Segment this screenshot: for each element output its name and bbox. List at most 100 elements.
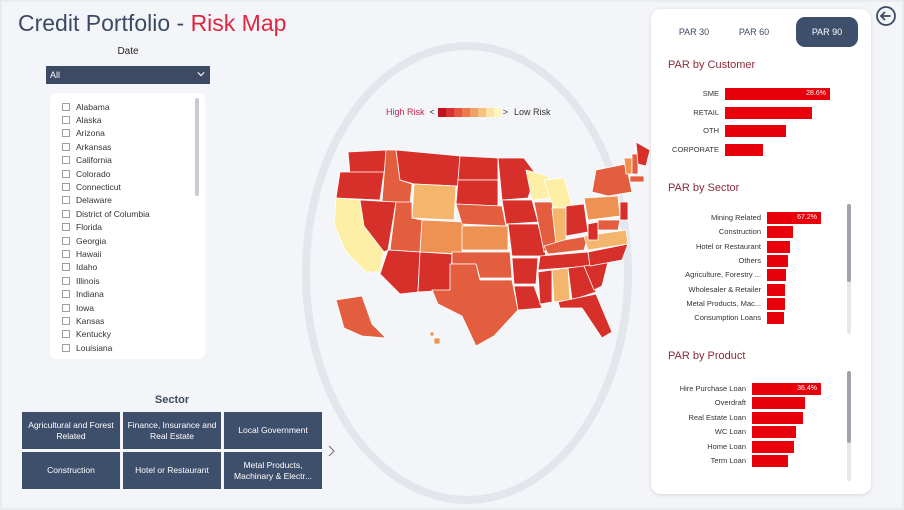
bar-row[interactable]: CORPORATE <box>672 143 830 156</box>
bar-row[interactable]: Others <box>738 254 821 267</box>
state-shape-wa[interactable] <box>347 149 389 175</box>
tab-par60[interactable]: PAR 60 <box>738 27 770 37</box>
state-option[interactable]: Illinois <box>50 274 205 287</box>
checkbox[interactable] <box>62 316 70 325</box>
bar-row[interactable]: Hire Purchase Loan 36.4% <box>680 383 821 395</box>
state-shape-ar[interactable] <box>511 257 539 285</box>
checkbox[interactable] <box>62 116 70 125</box>
bar-row[interactable]: Hotel or Restaurant <box>696 240 821 253</box>
checkbox[interactable] <box>62 236 70 245</box>
checkbox[interactable] <box>62 343 70 352</box>
checkbox[interactable] <box>62 223 70 232</box>
sector-tile[interactable]: Finance, Insurance and Real Estate <box>123 412 221 449</box>
state-option[interactable]: Alabama <box>50 100 205 113</box>
state-slicer[interactable]: Alabama Alaska Arizona Arkansas California Co… <box>50 93 205 359</box>
state-option[interactable]: Indiana <box>50 287 205 300</box>
bar-row[interactable]: Home Loan <box>707 440 821 453</box>
state-shape-nj[interactable] <box>619 201 629 221</box>
state-shape-ny[interactable] <box>591 163 633 197</box>
sector-tile[interactable]: Hotel or Restaurant <box>123 452 221 489</box>
state-shape-nv[interactable] <box>359 199 397 253</box>
bar-row[interactable]: RETAIL <box>693 106 830 119</box>
state-shape-ga[interactable] <box>567 265 597 301</box>
checkbox[interactable] <box>62 142 70 151</box>
checkbox[interactable] <box>62 249 70 258</box>
state-option[interactable]: Alaska <box>50 113 205 126</box>
state-option[interactable]: Idaho <box>50 261 205 274</box>
date-dropdown[interactable]: All <box>46 66 210 84</box>
state-option[interactable]: District of Columbia <box>50 207 205 220</box>
bar-row[interactable]: WC Loan <box>715 426 821 439</box>
state-option[interactable]: Kentucky <box>50 328 205 341</box>
state-shape-oh[interactable] <box>565 203 589 237</box>
checkbox[interactable] <box>62 156 70 165</box>
bar-row[interactable]: Metal Products, Mac... <box>686 297 821 310</box>
state-option[interactable]: Georgia <box>50 234 205 247</box>
sector-tile[interactable]: Metal Products, Machinary & Electr... <box>224 452 322 489</box>
chevron-right-icon[interactable] <box>326 444 336 458</box>
state-shape-ms[interactable] <box>537 269 553 305</box>
state-option[interactable]: Hawaii <box>50 247 205 260</box>
tab-par90[interactable]: PAR 90 <box>796 17 858 47</box>
state-shape-al[interactable] <box>551 267 571 303</box>
checkbox[interactable] <box>62 102 70 111</box>
state-shape-me[interactable] <box>635 141 651 167</box>
state-shape-sd[interactable] <box>455 179 499 207</box>
checkbox[interactable] <box>62 196 70 205</box>
state-shape-nc[interactable] <box>587 243 629 267</box>
sector-tile[interactable]: Construction <box>22 452 120 489</box>
bar-row[interactable]: OTH <box>703 125 830 137</box>
bar-row[interactable]: Term Loan <box>711 455 821 467</box>
state-list-scrollbar[interactable] <box>195 98 199 196</box>
state-shape-or[interactable] <box>335 171 385 201</box>
state-option[interactable]: California <box>50 154 205 167</box>
state-option[interactable]: Florida <box>50 221 205 234</box>
bar-row[interactable]: Mining Related 67.2% <box>711 212 821 224</box>
state-shape-nm[interactable] <box>417 251 453 293</box>
bar-row[interactable]: Consumption Loans <box>694 312 821 325</box>
state-shape-nh[interactable] <box>631 153 639 175</box>
checkbox[interactable] <box>62 290 70 299</box>
bar-row[interactable]: Overdraft <box>715 397 821 410</box>
par-product-scrollbar[interactable] <box>847 371 851 481</box>
checkbox[interactable] <box>62 209 70 218</box>
state-shape-mt[interactable] <box>395 149 461 187</box>
par-sector-scrollbar[interactable] <box>847 204 851 334</box>
state-shape-la[interactable] <box>513 285 543 311</box>
state-shape-pa[interactable] <box>583 195 621 221</box>
state-option[interactable]: Louisiana <box>50 341 205 354</box>
state-shape-ma[interactable] <box>629 175 645 183</box>
checkbox[interactable] <box>62 330 70 339</box>
state-shape-fl[interactable] <box>557 293 613 339</box>
checkbox[interactable] <box>62 169 70 178</box>
state-option[interactable]: Kansas <box>50 314 205 327</box>
state-option[interactable]: Iowa <box>50 301 205 314</box>
state-shape-wv[interactable] <box>587 221 599 241</box>
state-shape-hi[interactable] <box>429 331 441 345</box>
bar-row[interactable]: Agriculture, Forestry ... <box>685 269 821 282</box>
state-option[interactable]: Arizona <box>50 127 205 140</box>
checkbox[interactable] <box>62 276 70 285</box>
tab-par30[interactable]: PAR 30 <box>678 27 710 37</box>
state-shape-tx[interactable] <box>431 263 519 347</box>
bar-row[interactable]: SME 28.6% <box>703 88 830 100</box>
state-option[interactable]: Arkansas <box>50 140 205 153</box>
state-shape-nd[interactable] <box>457 155 499 181</box>
us-risk-map[interactable] <box>326 140 652 348</box>
back-arrow-icon[interactable] <box>875 5 897 27</box>
checkbox[interactable] <box>62 263 70 272</box>
state-option[interactable]: Colorado <box>50 167 205 180</box>
state-option[interactable]: Connecticut <box>50 180 205 193</box>
state-shape-ia[interactable] <box>501 199 539 225</box>
sector-tile[interactable]: Agricultural and Forest Related <box>22 412 120 449</box>
state-shape-ak[interactable] <box>335 295 388 339</box>
checkbox[interactable] <box>62 183 70 192</box>
state-shape-ks[interactable] <box>461 225 509 251</box>
checkbox[interactable] <box>62 129 70 138</box>
sector-tile[interactable]: Local Government <box>224 412 322 449</box>
bar-row[interactable]: Real Estate Loan <box>688 411 821 424</box>
checkbox[interactable] <box>62 303 70 312</box>
state-shape-wy[interactable] <box>411 183 457 221</box>
bar-row[interactable]: Construction <box>719 226 821 239</box>
state-shape-ne[interactable] <box>455 203 507 227</box>
